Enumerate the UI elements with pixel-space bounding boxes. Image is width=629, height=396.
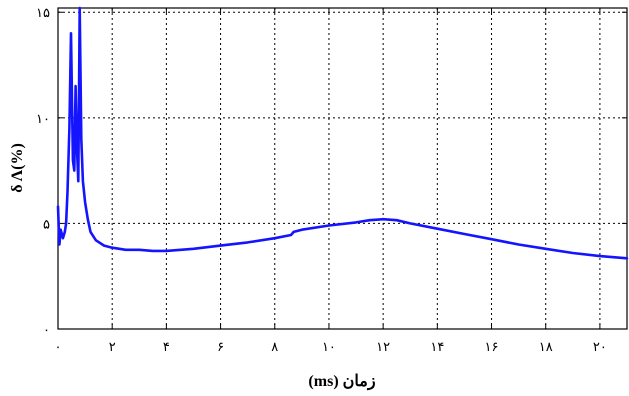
plot-frame — [57, 7, 628, 330]
x-tick-label: ۱۲ — [376, 340, 390, 355]
x-tick-label: ۱۸ — [539, 340, 553, 355]
x-tick-labels: ۰ ۲ ۴ ۶ ۸ ۱۰ ۱۲ ۱۴ ۱۶ ۱۸ ۲۰ — [55, 340, 607, 355]
x-tick-label: ۲۰ — [593, 340, 607, 355]
y-tick-labels: ۰ ۵ ۱۰ ۱۵ — [36, 6, 50, 338]
y-tick-label: ۵ — [43, 217, 50, 232]
x-axis-title: زمان (ms) — [308, 373, 375, 391]
y-tick-label: ۱۰ — [36, 112, 50, 127]
x-tick-label: ۱۶ — [485, 340, 499, 355]
x-tick-label: ۴ — [163, 340, 170, 355]
grid-lines — [58, 8, 627, 329]
x-tick-label: ۱۴ — [430, 340, 444, 355]
series-group — [56, 6, 629, 260]
y-tick-label: ۰ — [43, 323, 50, 338]
y-axis-title: δ Λ(%) — [9, 143, 26, 193]
x-tick-label: ۰ — [55, 340, 62, 355]
series-line — [56, 6, 629, 260]
tick-marks — [57, 8, 627, 330]
x-tick-label: ۶ — [217, 340, 224, 355]
y-tick-label: ۱۵ — [36, 6, 50, 21]
x-tick-label: ۱۰ — [322, 340, 336, 355]
x-tick-label: ۲ — [109, 340, 116, 355]
x-tick-label: ۸ — [271, 340, 278, 355]
